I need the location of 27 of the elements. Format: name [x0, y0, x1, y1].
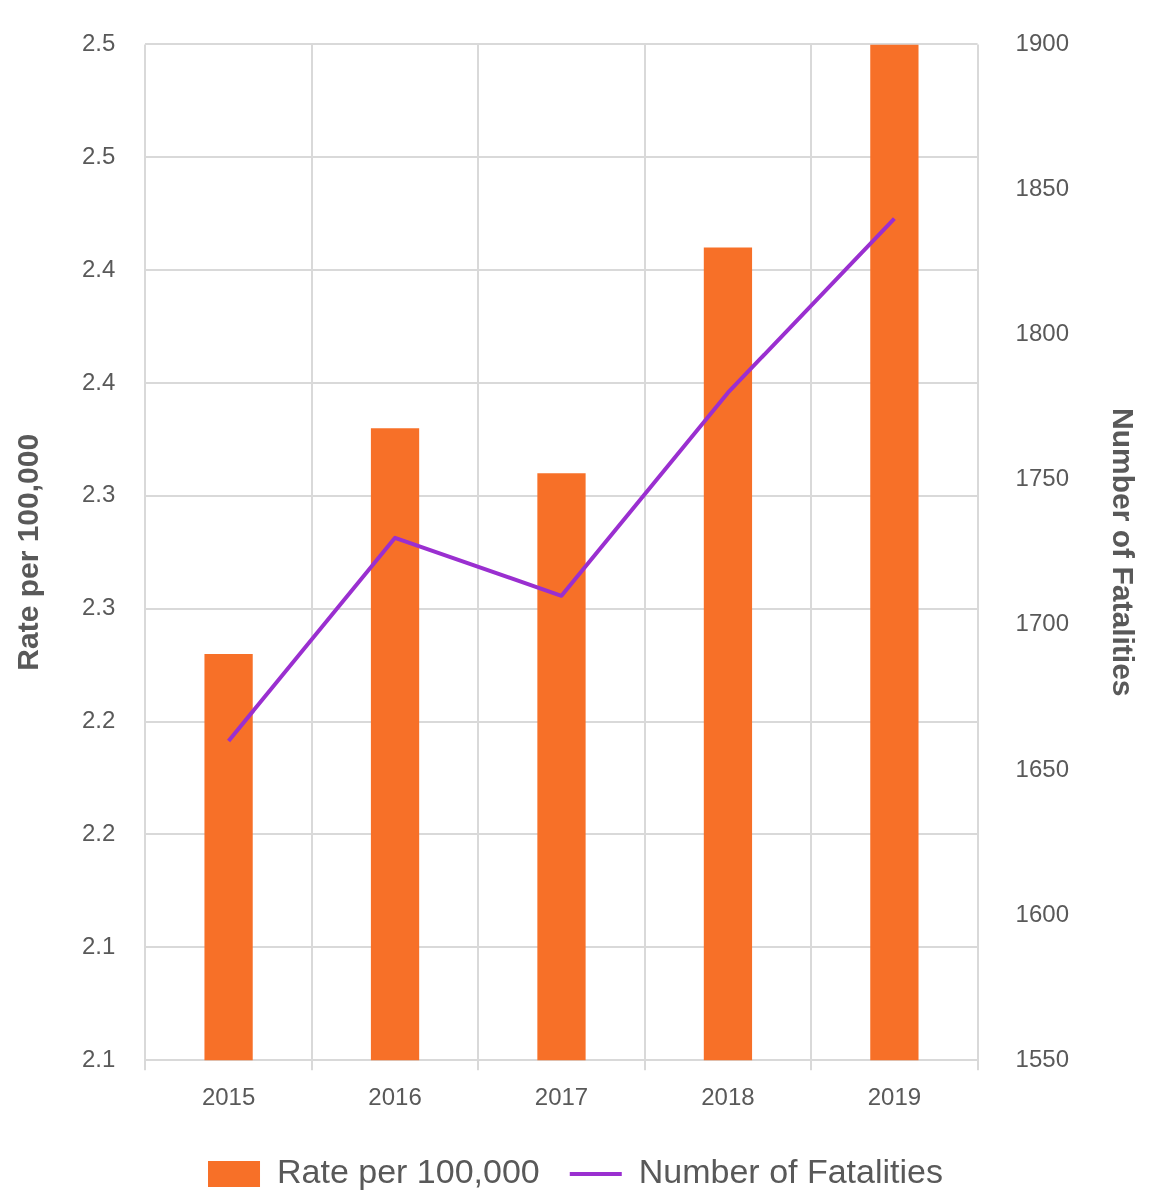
y-tick-label: 2.1 — [81, 1044, 116, 1072]
y-tick-label: 2.4 — [81, 367, 116, 395]
legend-label: Rate per 100,000 — [277, 1152, 540, 1191]
y-tick-label: 2.4 — [81, 254, 116, 282]
y-tick-label: 2.5 — [81, 141, 116, 169]
y2-tick-label: 1650 — [1015, 754, 1069, 782]
y-tick-label: 2.3 — [81, 480, 116, 508]
y-tick-label: 2.2 — [81, 706, 116, 734]
y-tick-label: 2.2 — [81, 819, 116, 847]
y-tick-label: 2.5 — [81, 29, 116, 57]
legend-label: Number of Fatalities — [638, 1152, 943, 1191]
y2-tick-label: 1550 — [1015, 1044, 1069, 1072]
y-tick-label: 2.1 — [81, 931, 116, 959]
x-tick-label: 2016 — [368, 1083, 422, 1111]
x-tick-label: 2019 — [867, 1083, 922, 1111]
y2-tick-label: 1800 — [1015, 319, 1069, 347]
x-tick-label: 2017 — [534, 1083, 589, 1111]
y-tick-label: 2.3 — [81, 593, 116, 621]
y2-tick-label: 1600 — [1015, 899, 1069, 927]
y2-tick-label: 1850 — [1015, 174, 1069, 202]
x-tick-label: 2018 — [701, 1083, 755, 1111]
y-axis-title: Rate per 100,000 — [11, 433, 45, 671]
x-tick-label: 2015 — [201, 1083, 256, 1111]
y2-axis-title: Number of Fatalities — [1106, 408, 1140, 697]
y2-tick-label: 1750 — [1015, 464, 1069, 492]
y2-tick-label: 1700 — [1015, 609, 1069, 637]
y2-tick-label: 1900 — [1015, 29, 1069, 57]
